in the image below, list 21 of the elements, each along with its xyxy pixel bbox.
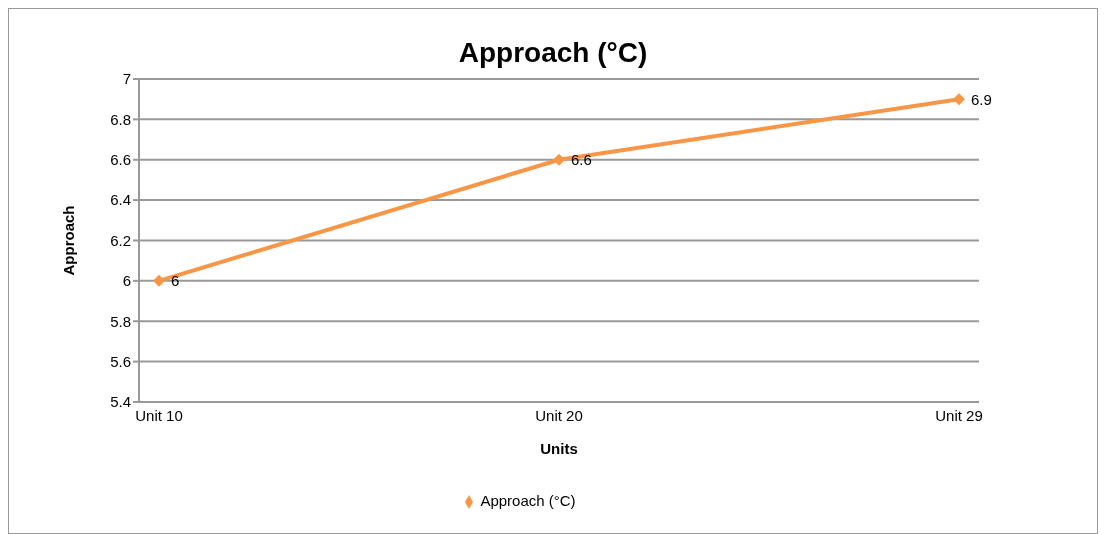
y-tick-label: 7 bbox=[122, 70, 131, 88]
x-tick-label: Unit 20 bbox=[535, 406, 583, 424]
y-tick-label: 5.8 bbox=[110, 312, 131, 330]
y-tick-label: 6.2 bbox=[110, 231, 131, 249]
data-label: 6.9 bbox=[971, 90, 992, 108]
y-tick-label: 6.4 bbox=[110, 191, 131, 209]
x-tick-label: Unit 29 bbox=[935, 406, 983, 424]
y-tick-label: 6 bbox=[122, 272, 131, 290]
y-tick-label: 6.6 bbox=[110, 151, 131, 169]
data-label: 6.6 bbox=[571, 151, 592, 169]
y-tick-label: 5.4 bbox=[110, 393, 131, 411]
legend-label: Approach (°C) bbox=[480, 491, 576, 509]
y-axis-title: Approach bbox=[60, 205, 78, 276]
x-tick-label: Unit 10 bbox=[135, 406, 183, 424]
chart-title: Approach (°C) bbox=[457, 37, 649, 69]
point bbox=[153, 274, 165, 287]
y-tick-label: 6.8 bbox=[110, 110, 131, 128]
x-axis-title: Units bbox=[540, 439, 578, 457]
y-tick-label: 5.6 bbox=[110, 352, 131, 370]
point bbox=[553, 153, 565, 166]
point bbox=[953, 93, 965, 106]
